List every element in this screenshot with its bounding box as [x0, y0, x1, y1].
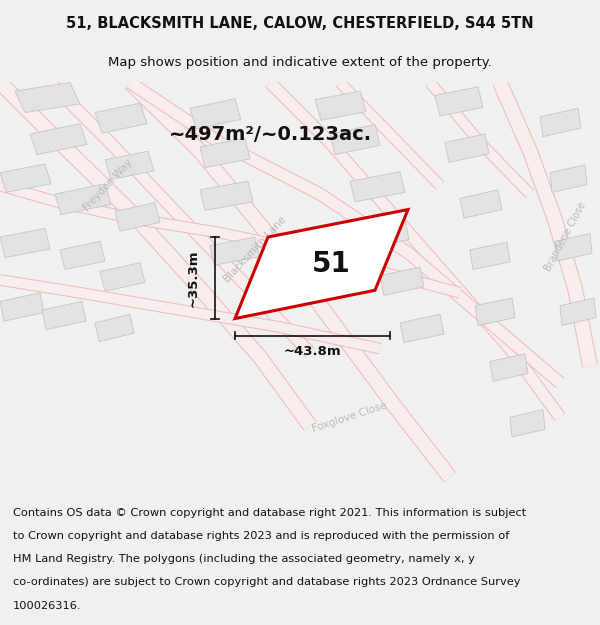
- Text: Blacksmith Lane: Blacksmith Lane: [222, 215, 288, 285]
- Text: Map shows position and indicative extent of the property.: Map shows position and indicative extent…: [108, 56, 492, 69]
- Polygon shape: [30, 124, 87, 154]
- Text: co-ordinates) are subject to Crown copyright and database rights 2023 Ordnance S: co-ordinates) are subject to Crown copyr…: [13, 578, 521, 587]
- Polygon shape: [60, 241, 105, 269]
- Polygon shape: [0, 228, 50, 258]
- Text: Foxglove Close: Foxglove Close: [311, 401, 389, 434]
- Text: 51, BLACKSMITH LANE, CALOW, CHESTERFIELD, S44 5TN: 51, BLACKSMITH LANE, CALOW, CHESTERFIELD…: [66, 16, 534, 31]
- Polygon shape: [200, 138, 250, 168]
- Polygon shape: [330, 124, 380, 154]
- Text: Contains OS data © Crown copyright and database right 2021. This information is : Contains OS data © Crown copyright and d…: [13, 508, 526, 518]
- Polygon shape: [400, 314, 444, 342]
- Polygon shape: [470, 242, 510, 269]
- Polygon shape: [510, 409, 545, 437]
- Polygon shape: [210, 237, 259, 266]
- Text: 100026316.: 100026316.: [13, 601, 82, 611]
- Polygon shape: [200, 181, 253, 211]
- Polygon shape: [350, 172, 405, 202]
- Text: ~497m²/~0.123ac.: ~497m²/~0.123ac.: [169, 124, 371, 144]
- Polygon shape: [445, 134, 489, 162]
- Polygon shape: [115, 202, 160, 231]
- Text: ~35.3m: ~35.3m: [187, 249, 199, 306]
- Polygon shape: [0, 292, 44, 321]
- Text: Freydon Way: Freydon Way: [82, 158, 134, 213]
- Polygon shape: [555, 234, 592, 261]
- Polygon shape: [540, 108, 581, 137]
- Text: to Crown copyright and database rights 2023 and is reproduced with the permissio: to Crown copyright and database rights 2…: [13, 531, 509, 541]
- Polygon shape: [100, 262, 145, 291]
- Text: Brandene Close: Brandene Close: [542, 201, 587, 273]
- Polygon shape: [0, 164, 51, 192]
- Text: ~43.8m: ~43.8m: [284, 344, 341, 357]
- Polygon shape: [360, 220, 409, 248]
- Polygon shape: [235, 209, 408, 319]
- Polygon shape: [550, 165, 587, 192]
- Polygon shape: [95, 103, 147, 133]
- Polygon shape: [42, 301, 86, 330]
- Text: 51: 51: [312, 250, 351, 278]
- Polygon shape: [460, 190, 502, 218]
- Polygon shape: [55, 184, 111, 215]
- Polygon shape: [15, 82, 80, 112]
- Text: HM Land Registry. The polygons (including the associated geometry, namely x, y: HM Land Registry. The polygons (includin…: [13, 554, 475, 564]
- Polygon shape: [380, 267, 424, 296]
- Polygon shape: [190, 99, 241, 129]
- Polygon shape: [475, 298, 515, 326]
- Polygon shape: [105, 151, 154, 179]
- Polygon shape: [315, 91, 366, 120]
- Polygon shape: [490, 354, 528, 381]
- Polygon shape: [560, 298, 596, 326]
- Polygon shape: [95, 314, 134, 342]
- Polygon shape: [435, 87, 483, 116]
